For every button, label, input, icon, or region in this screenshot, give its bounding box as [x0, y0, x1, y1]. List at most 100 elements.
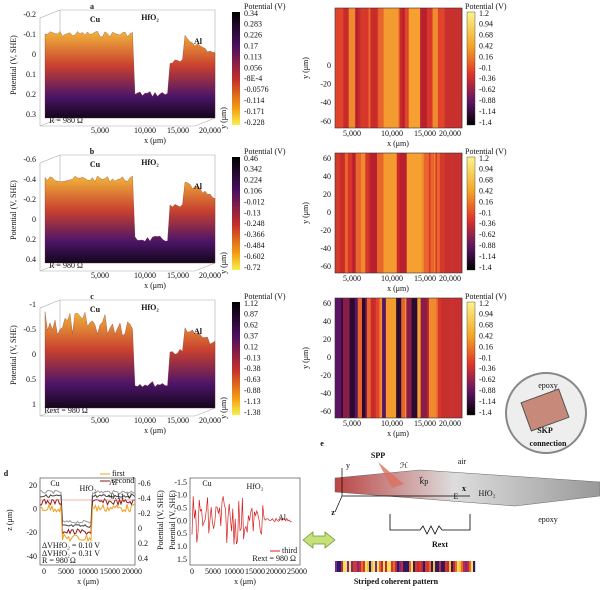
- map-stripe: [426, 8, 431, 128]
- map-stripe: [459, 8, 463, 128]
- pattern-stripe: [351, 561, 354, 572]
- resistance-label: R = 980 Ω: [49, 116, 83, 125]
- pattern-stripe: [401, 561, 404, 572]
- colorbar-tick-label: -0.63: [244, 375, 261, 384]
- map-stripe: [342, 298, 350, 418]
- map-stripe: [412, 153, 415, 273]
- annotation: -0.11 V: [108, 492, 132, 501]
- colorbar-tick-label: -0.88: [479, 386, 496, 395]
- y-tick-label: 0.2: [26, 235, 36, 244]
- map-stripe: [335, 153, 341, 273]
- map-stripe: [406, 298, 412, 418]
- map-stripe: [378, 8, 384, 128]
- x-tick-label: 10000: [224, 567, 244, 576]
- colorbar-title: Potential (V): [465, 292, 507, 301]
- panel-label: d: [4, 469, 9, 478]
- pattern-stripe: [387, 561, 390, 572]
- y-tick-label: -40: [26, 552, 37, 561]
- colorbar-tick-label: 0.46: [244, 154, 258, 163]
- map-stripe: [444, 153, 452, 273]
- pattern-stripe: [473, 561, 476, 572]
- pattern-stripe: [353, 561, 356, 572]
- surface: [44, 311, 216, 409]
- material-label: Cu: [202, 479, 211, 488]
- map-stripe: [430, 8, 433, 128]
- axis-label: z: [331, 508, 335, 517]
- map-stripe: [366, 298, 372, 418]
- pattern-stripe: [411, 561, 414, 572]
- material-label: epoxy: [538, 381, 558, 390]
- pattern-stripe: [377, 561, 380, 572]
- material-label: Cu: [90, 15, 101, 24]
- panel-label: b: [90, 147, 95, 156]
- map-stripe: [341, 298, 344, 418]
- map-stripe: [459, 153, 463, 273]
- resistance-label: Rext = 980 Ω: [252, 554, 296, 563]
- map-frame: [334, 7, 463, 129]
- y-tick-label: 1.0: [177, 542, 187, 551]
- y-axis-title: Potential (V, SHE): [9, 325, 18, 385]
- y2-tick-label: -0.2: [138, 509, 151, 518]
- map-stripe: [401, 298, 406, 418]
- colorbar-tick-label: -0.171: [244, 107, 265, 116]
- map-stripe: [349, 298, 356, 418]
- map-stripe: [420, 298, 428, 418]
- pattern-stripe: [345, 561, 348, 572]
- map-stripe: [370, 8, 374, 128]
- map-stripe: [439, 153, 446, 273]
- resistance-label: R = 980 Ω: [42, 556, 76, 565]
- map-stripe: [373, 8, 378, 128]
- colorbar-tick-label: 0.342: [244, 165, 262, 174]
- map-stripe: [368, 8, 371, 128]
- material-label: Al: [109, 478, 118, 487]
- colorbar-title: Potential (V): [244, 2, 286, 11]
- map-stripe: [393, 8, 399, 128]
- colorbar-tick-label: 0.224: [244, 176, 262, 185]
- pattern-stripe: [443, 561, 446, 572]
- panel-label: e: [320, 439, 324, 448]
- map-stripe: [389, 8, 393, 128]
- map-stripe: [338, 8, 344, 128]
- colorbar-tick-label: 1.2: [479, 9, 489, 18]
- pattern-stripe: [385, 561, 388, 572]
- y-tick-label: 0: [32, 215, 36, 224]
- x-tick-label: 15,000: [414, 129, 436, 138]
- map-stripe: [406, 153, 412, 273]
- colorbar-tick-label: -1.4: [479, 263, 492, 272]
- map-stripe: [451, 153, 453, 273]
- x-tick-label: 5000: [205, 567, 221, 576]
- map-stripe: [360, 8, 365, 128]
- colorbar-tick-label: 1.2: [479, 299, 489, 308]
- colorbar-tick-label: -1.13: [244, 397, 261, 406]
- colorbar-tick-label: -0.36: [479, 219, 496, 228]
- spp-beam: [378, 462, 404, 488]
- map-stripe: [437, 153, 441, 273]
- y-tick-label: 60: [323, 154, 331, 163]
- colorbar-tick-label: -1.4: [479, 118, 492, 127]
- material-label: HfO₂: [79, 484, 96, 493]
- pattern-stripe: [441, 561, 444, 572]
- material-label: air: [458, 457, 467, 466]
- axis-label: x: [462, 484, 466, 493]
- y-tick-label: -0.5: [174, 503, 187, 512]
- map-stripe: [455, 298, 462, 418]
- map-stripe: [358, 8, 361, 128]
- map-stripe: [420, 8, 428, 128]
- map-stripe: [379, 298, 383, 418]
- field-label: ℋ: [400, 461, 408, 470]
- colorbar-tick-label: 0.62: [244, 321, 258, 330]
- y-tick-label: -20: [320, 79, 331, 88]
- depth-axis-title: y (μm): [219, 107, 228, 129]
- map-stripe: [391, 8, 394, 128]
- y-tick-label: 0.5: [26, 375, 36, 384]
- colorbar-tick-label: -0.0576: [244, 85, 269, 94]
- x-tick-label: 20,000: [199, 416, 221, 425]
- colorbar-tick-label: 0.226: [244, 31, 262, 40]
- map-stripe: [408, 8, 414, 128]
- pattern-stripe: [373, 561, 376, 572]
- y-tick-label: 40: [323, 317, 331, 326]
- map-stripe: [434, 153, 436, 273]
- map-stripe: [411, 153, 414, 273]
- pattern-stripe: [435, 561, 438, 572]
- x-tick-label: 5,000: [343, 419, 361, 428]
